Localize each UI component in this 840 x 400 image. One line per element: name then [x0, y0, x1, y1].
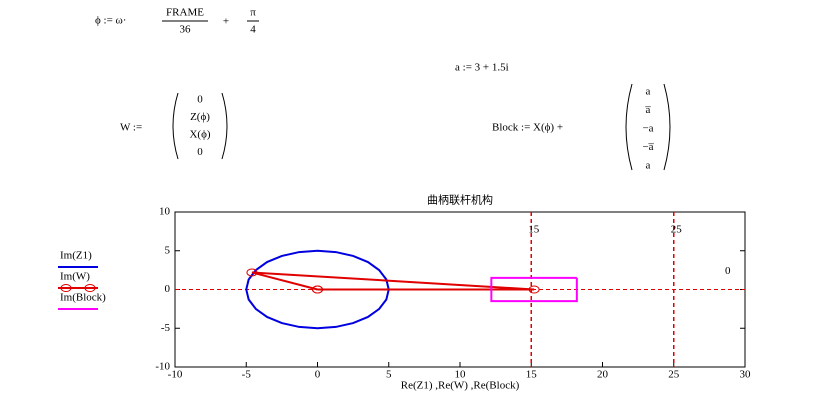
operator: + — [223, 16, 229, 28]
x-tick-label: 15 — [526, 369, 538, 381]
x-tick-label: -5 — [242, 369, 252, 381]
matrix-entry: 0 — [197, 146, 203, 158]
matrix-entry: X(ϕ) — [189, 129, 210, 141]
y-tick-label: 10 — [159, 206, 171, 218]
a-definition: a := 3 + 1.5i — [455, 62, 509, 74]
y-tick-label: -10 — [155, 361, 170, 373]
x-tick-label: -10 — [168, 369, 183, 381]
series-line — [245, 249, 390, 330]
matrix-entry: a — [646, 86, 651, 98]
matrix-entry: a — [646, 160, 651, 172]
w-lhs: W := — [120, 122, 142, 134]
y-tick-label: 5 — [165, 244, 171, 256]
x-tick-label: 0 — [315, 369, 321, 381]
marker-label: 25 — [671, 224, 683, 236]
legend-label: Im(Z1) — [60, 250, 92, 262]
x-tick-label: 25 — [668, 369, 680, 381]
paren — [221, 92, 228, 160]
fraction-numerator: π — [250, 7, 256, 19]
series-line — [490, 276, 578, 303]
paren — [172, 92, 179, 160]
point-marker — [312, 285, 323, 294]
y-tick-label: -5 — [161, 322, 171, 334]
x-tick-label: 5 — [386, 369, 392, 381]
matrix-entry: −a̅ — [642, 141, 654, 153]
paren — [663, 83, 671, 171]
legend-label: Im(W) — [60, 271, 90, 283]
paren — [625, 83, 633, 171]
x-tick-label: 30 — [740, 369, 752, 381]
matrix-entry: 0 — [197, 94, 203, 106]
fraction-numerator: FRAME — [166, 7, 204, 19]
marker-label: 15 — [528, 224, 540, 236]
legend-marker — [60, 284, 72, 292]
marker-label: 0 — [725, 265, 731, 277]
phi-lhs: ϕ := ω· — [95, 15, 126, 27]
point-marker — [528, 285, 540, 294]
fraction-denominator: 4 — [250, 24, 256, 36]
matrix-entry: a̅ — [645, 104, 651, 116]
chart-title: 曲柄联杆机构 — [427, 193, 493, 207]
x-axis-label: Re(Z1) ,Re(W) ,Re(Block) — [401, 380, 520, 392]
x-tick-label: 20 — [597, 369, 609, 381]
x-tick-label: 10 — [455, 369, 467, 381]
y-tick-label: 0 — [165, 283, 171, 295]
legend-marker — [84, 284, 96, 292]
matrix-entry: Z(ϕ) — [190, 111, 210, 123]
point-marker — [246, 268, 258, 277]
series-line — [251, 271, 535, 291]
matrix-entry: −a — [642, 123, 653, 135]
fraction-denominator: 36 — [180, 24, 192, 36]
legend-label: Im(Block) — [60, 292, 106, 304]
block-lhs: Block := X(ϕ) + — [492, 122, 563, 134]
